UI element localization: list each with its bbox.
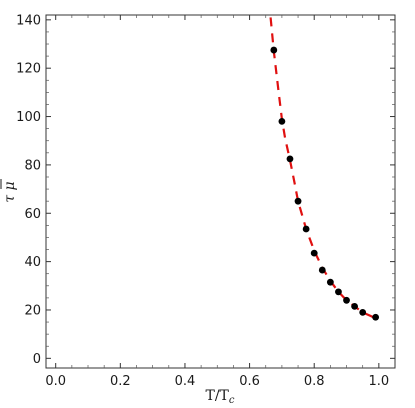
data-point	[294, 197, 302, 205]
x-tick-label: 0.2	[110, 374, 131, 389]
y-tick-label: 140	[16, 13, 41, 28]
y-tick-labels: 0 20 40 60 80 100 120 140	[16, 13, 41, 366]
data-point	[286, 155, 294, 163]
y-tick-label: 0	[33, 352, 41, 367]
x-axis-label: T/Tc	[205, 388, 234, 406]
data-point	[302, 225, 310, 233]
x-tick-label: 0.0	[45, 374, 66, 389]
data-point	[310, 249, 318, 257]
y-tick-label: 80	[24, 158, 41, 173]
plot-frame	[45, 14, 396, 369]
y-axis-label-group: τ μ	[0, 179, 18, 203]
data-point	[359, 308, 367, 316]
x-tick-label: 0.4	[175, 374, 196, 389]
data-point	[372, 313, 380, 321]
x-tick-labels: 0.0 0.2 0.4 0.6 0.8 1.0	[45, 374, 389, 389]
x-tick-label: 1.0	[368, 374, 389, 389]
data-point	[270, 46, 278, 54]
data-point	[343, 296, 350, 304]
x-tick-label: 0.8	[304, 374, 325, 389]
y-tick-label: 20	[24, 303, 41, 318]
y-axis-label: τ μ	[2, 181, 18, 202]
y-tick-label: 40	[24, 255, 41, 270]
y-tick-label: 100	[16, 110, 41, 125]
data-point	[326, 278, 334, 286]
data-point	[335, 288, 342, 296]
data-point	[351, 302, 359, 310]
data-point	[318, 266, 326, 274]
data-points	[270, 46, 380, 321]
y-tick-label: 60	[24, 207, 41, 222]
axis-ticks	[46, 15, 395, 368]
data-point	[278, 117, 286, 125]
y-tick-label: 120	[16, 62, 41, 77]
x-tick-label: 0.6	[239, 374, 260, 389]
